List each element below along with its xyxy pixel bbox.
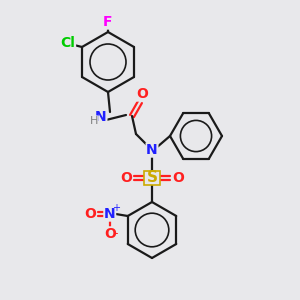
Bar — [144, 171, 160, 185]
Text: S: S — [146, 170, 158, 185]
Text: O: O — [172, 171, 184, 185]
Text: O: O — [84, 207, 96, 221]
Text: Cl: Cl — [61, 36, 76, 50]
Text: O: O — [104, 227, 116, 241]
Text: F: F — [103, 15, 113, 29]
Text: N: N — [95, 110, 107, 124]
Text: O: O — [136, 87, 148, 101]
Text: +: + — [112, 203, 120, 213]
Text: O: O — [120, 171, 132, 185]
Text: H: H — [90, 116, 98, 126]
Text: N: N — [104, 207, 116, 221]
Text: N: N — [146, 143, 158, 157]
Text: -: - — [113, 227, 118, 241]
